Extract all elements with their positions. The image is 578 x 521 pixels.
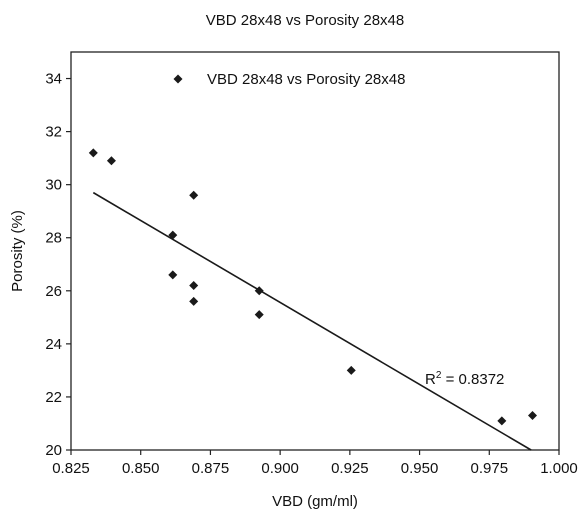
legend-marker-diamond-icon [173, 74, 183, 84]
x-tick-label: 0.825 [52, 460, 90, 477]
y-axis-label: Porosity (%) [9, 210, 26, 292]
data-point [254, 286, 264, 296]
y-tick-label: 24 [45, 336, 62, 353]
y-tick-label: 20 [45, 442, 62, 459]
y-tick-label: 32 [45, 124, 62, 141]
x-tick-label: 0.900 [261, 460, 299, 477]
x-tick-label: 0.850 [122, 460, 160, 477]
y-tick-label: 26 [45, 283, 62, 300]
data-point [528, 411, 538, 421]
data-point [346, 365, 356, 375]
y-axis: 20 22 24 26 28 30 32 34 [45, 71, 71, 459]
x-tick-label: 0.975 [471, 460, 509, 477]
y-tick-label: 30 [45, 177, 62, 194]
data-point [497, 416, 507, 426]
data-point [189, 280, 199, 290]
x-tick-label: 0.875 [192, 460, 230, 477]
data-point [168, 230, 178, 240]
r-squared-annotation: R2 = 0.8372 [425, 370, 504, 388]
data-point [189, 296, 199, 306]
x-tick-label: 0.950 [401, 460, 439, 477]
y-tick-label: 34 [45, 71, 62, 88]
plot-frame [70, 51, 560, 451]
y-tick-label: 28 [45, 230, 62, 247]
plot-area [70, 51, 560, 451]
x-tick-label: 1.000 [540, 460, 578, 477]
x-tick-label: 0.925 [331, 460, 369, 477]
trendline [92, 191, 532, 451]
legend: VBD 28x48 vs Porosity 28x48 [173, 71, 405, 88]
data-point [254, 310, 264, 320]
data-point [88, 148, 98, 158]
chart-title: VBD 28x48 vs Porosity 28x48 [206, 12, 404, 29]
data-point [106, 156, 116, 166]
data-point [168, 270, 178, 280]
x-axis-label: VBD (gm/ml) [272, 493, 358, 510]
r-squared-superscript: 2 [436, 370, 442, 381]
x-axis: 0.825 0.850 0.875 0.900 0.925 0.950 0.975 1.000 [52, 450, 578, 477]
data-points [88, 148, 538, 426]
y-tick-label: 22 [45, 389, 62, 406]
legend-entry-label: VBD 28x48 vs Porosity 28x48 [207, 71, 405, 88]
data-point [189, 190, 199, 200]
